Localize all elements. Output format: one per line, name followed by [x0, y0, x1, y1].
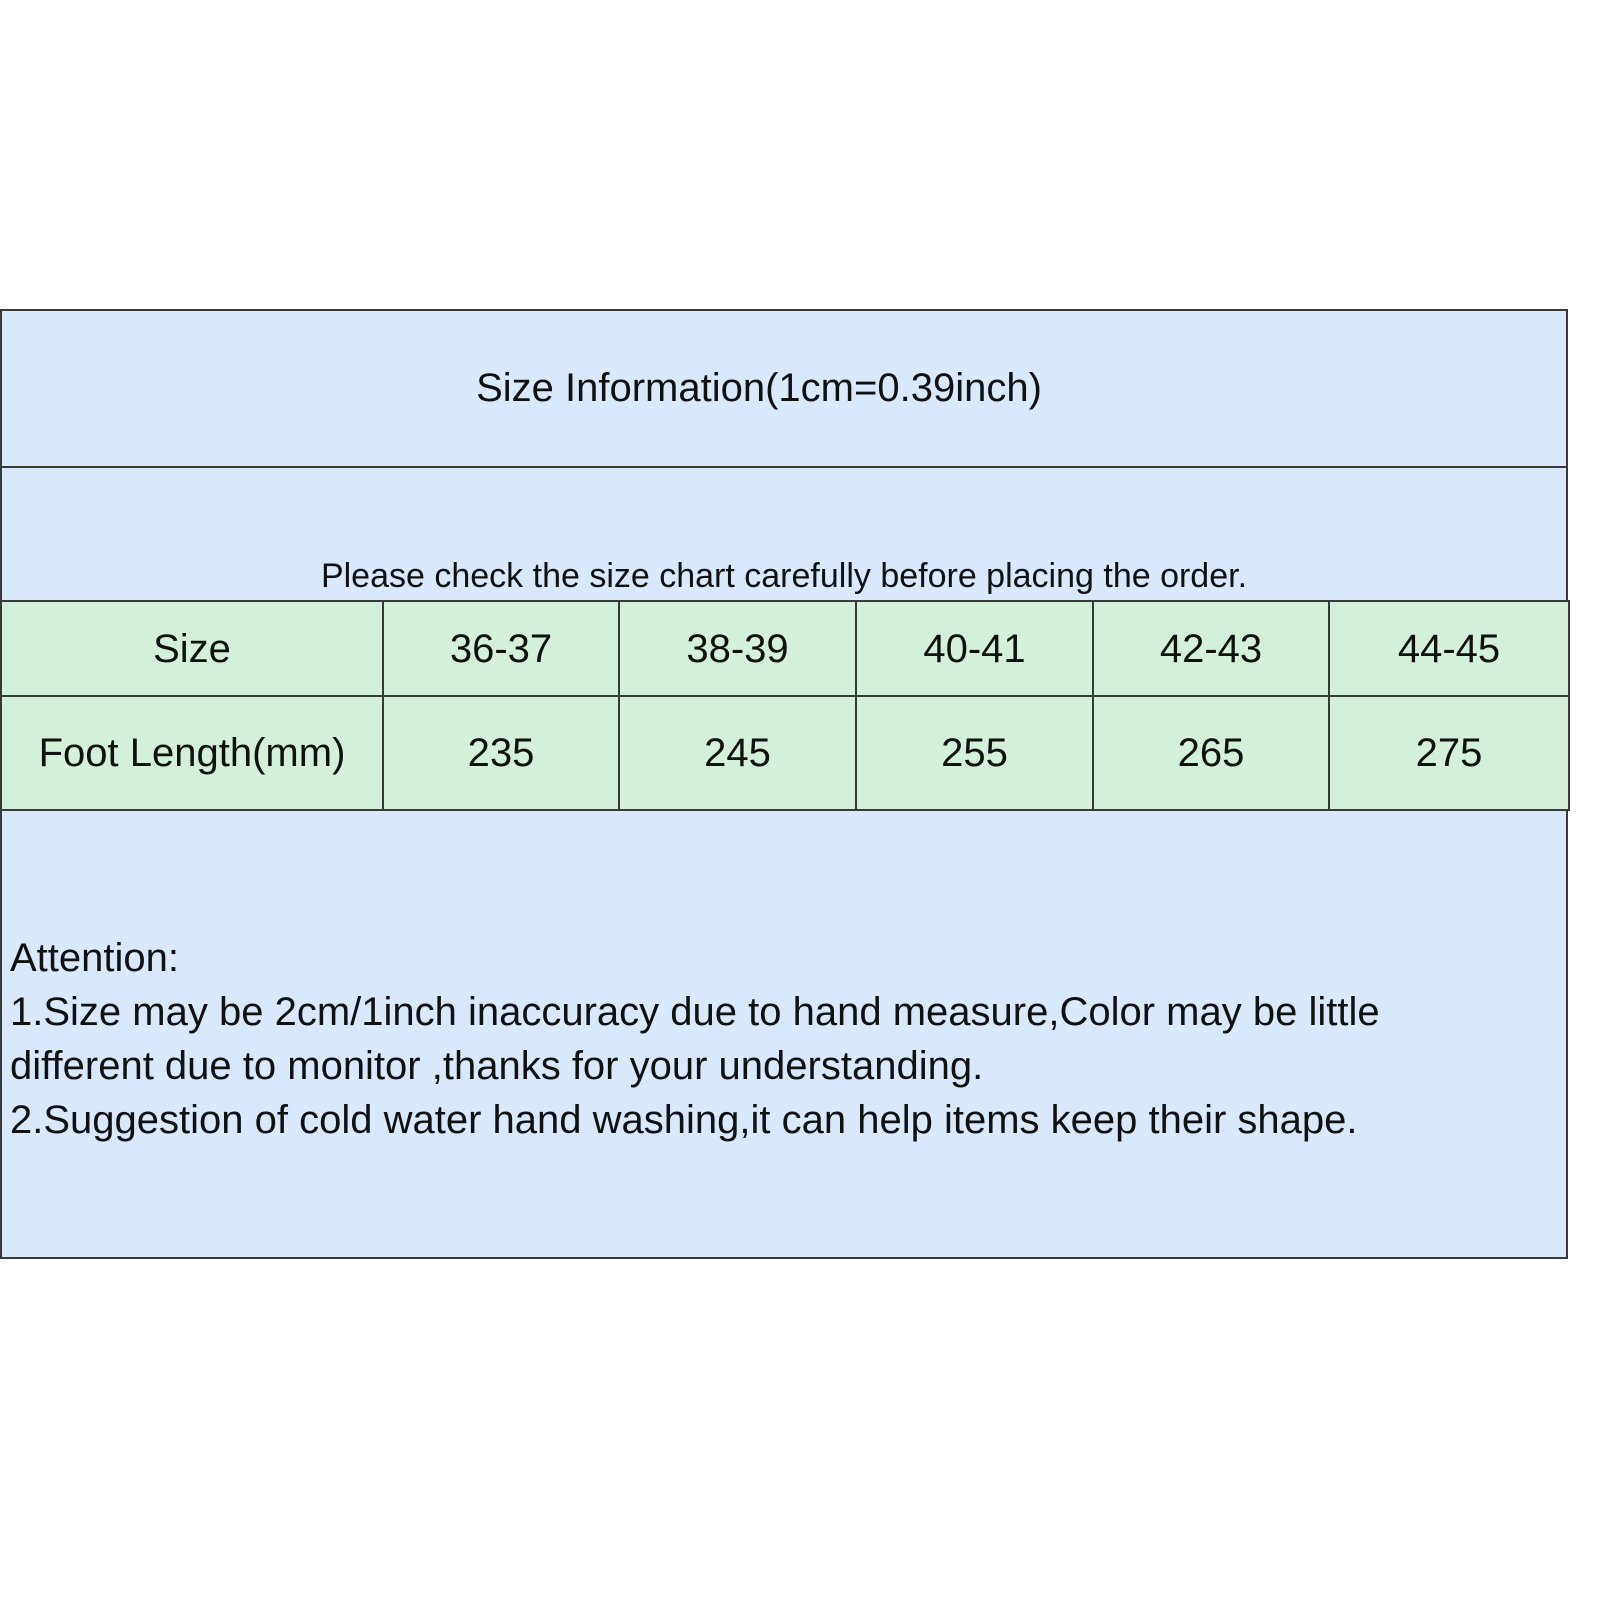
table-cell: 42-43 [1092, 600, 1330, 698]
size-info-title: Size Information(1cm=0.39inch) [0, 309, 1568, 468]
table-cell: 36-37 [382, 600, 620, 698]
attention-line: 1.Size may be 2cm/1inch inaccuracy due t… [10, 990, 1380, 1034]
row-header: Foot Length(mm) [0, 695, 384, 811]
attention-heading: Attention: [10, 936, 180, 980]
table-cell: 38-39 [618, 600, 857, 698]
table-cell: 275 [1328, 695, 1570, 811]
attention-line: different due to monitor ,thanks for you… [10, 1044, 984, 1088]
title-text: Size Information(1cm=0.39inch) [476, 366, 1042, 410]
table-cell: 235 [382, 695, 620, 811]
table-cell: 265 [1092, 695, 1330, 811]
table-cell: 245 [618, 695, 857, 811]
notice: Please check the size chart carefully be… [0, 466, 1568, 602]
table-cell: 40-41 [855, 600, 1094, 698]
attention-line: 2.Suggestion of cold water hand washing,… [10, 1098, 1358, 1142]
attention-section: Attention: 1.Size may be 2cm/1inch inacc… [0, 809, 1568, 1259]
table-cell: 255 [855, 695, 1094, 811]
row-header: Size [0, 600, 384, 698]
table-cell: 44-45 [1328, 600, 1570, 698]
